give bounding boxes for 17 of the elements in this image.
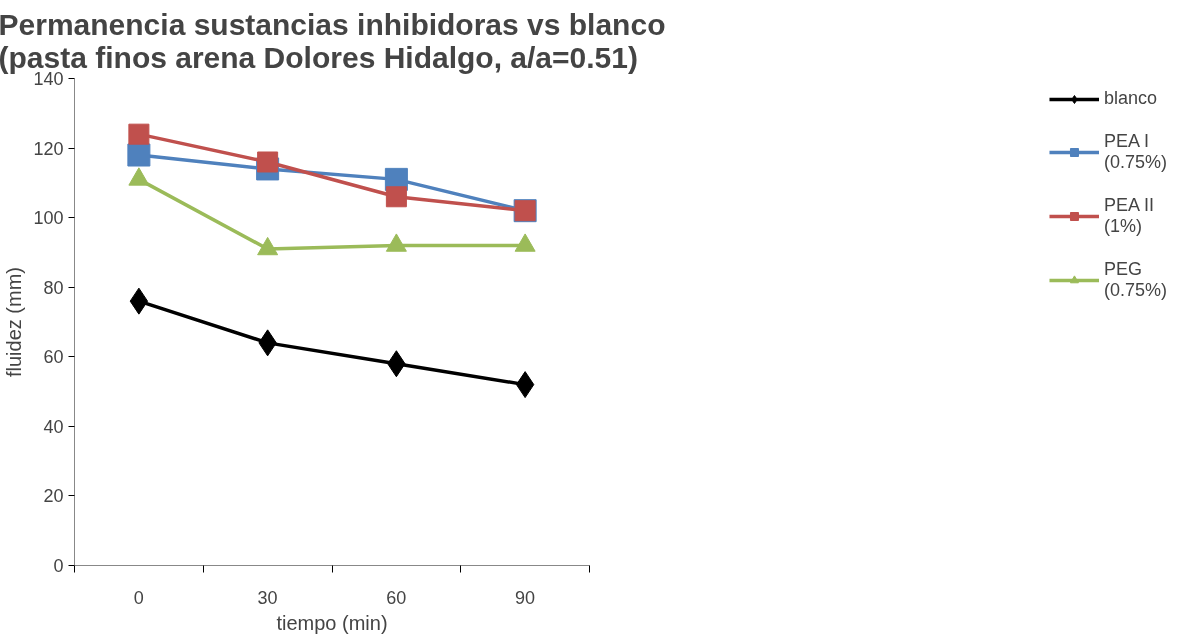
x-tick-label: 0 [133,587,144,608]
y-tick-label: 40 [43,416,64,437]
y-tick-label: 100 [33,208,64,229]
legend-label: PEA I (0.75%) [1103,131,1167,173]
y-tick-label: 60 [43,347,64,368]
x-tick-label: 90 [515,587,536,608]
x-tick-label: 30 [257,587,278,608]
x-axis-title: tiempo (min) [276,611,388,634]
legend-label: blanco [1103,88,1158,109]
y-axis-title: fluidez (mm) [3,266,26,377]
y-tick-label: 20 [43,486,64,507]
x-tick-label: 60 [386,587,407,608]
y-tick-label: 80 [43,277,64,298]
legend-label: PEA II (1%) [1103,195,1154,237]
legend-label: PEG (0.75%) [1103,259,1167,301]
y-tick-label: 120 [33,138,64,159]
y-tick-label: 0 [53,556,64,576]
